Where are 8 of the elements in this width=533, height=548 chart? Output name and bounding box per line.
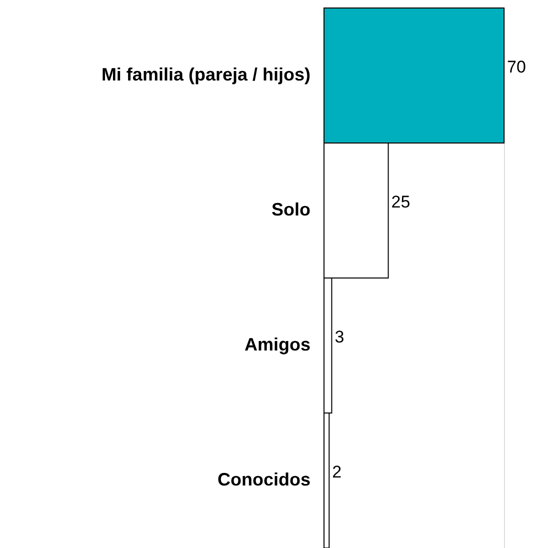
data-label: 70 xyxy=(507,58,526,76)
y-tick-label: Amigos xyxy=(244,334,310,354)
data-label: 25 xyxy=(391,192,410,212)
y-tick-label: Solo xyxy=(272,200,310,220)
y-tick-label: Mi familia (pareja / hijos) xyxy=(101,64,310,84)
data-label: 3 xyxy=(334,328,344,346)
data-label: 2 xyxy=(332,462,342,482)
y-tick-label: Conocidos xyxy=(218,470,310,490)
